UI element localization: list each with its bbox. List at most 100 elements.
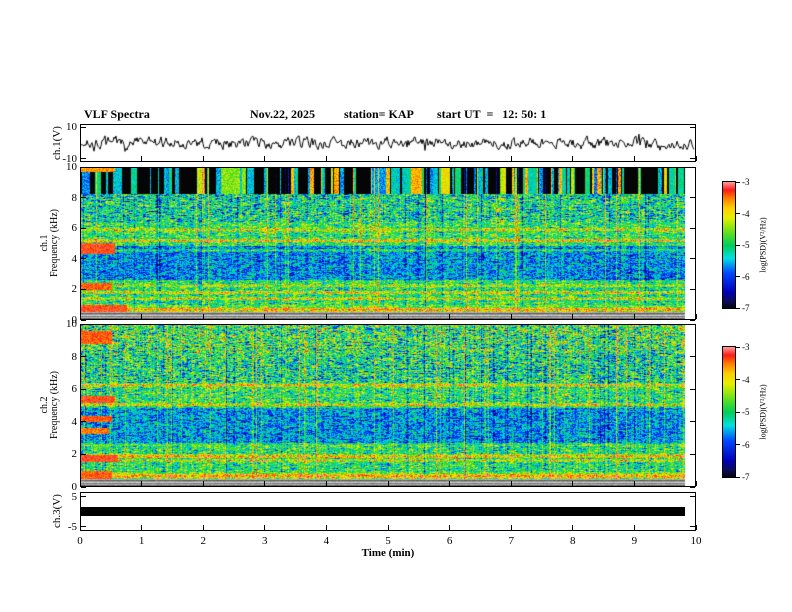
ch1-frequency-axis-label: ch.1 Frequency (kHz) xyxy=(39,208,60,278)
y-tick-label: 10 xyxy=(66,161,77,173)
y-tick-label: -10 xyxy=(62,152,77,165)
y-tick-mark xyxy=(690,421,695,423)
ch1-waveform-panel xyxy=(80,124,696,162)
x-tick-mark xyxy=(79,481,81,486)
y-tick-mark xyxy=(690,526,695,527)
colorbar-tick-label: -5 xyxy=(742,240,750,250)
y-tick-mark xyxy=(690,486,695,488)
x-tick-mark xyxy=(510,481,512,486)
x-tick-label: 4 xyxy=(323,535,330,547)
y-tick-mark xyxy=(81,158,86,160)
y-tick-mark xyxy=(81,323,86,325)
y-tick-mark xyxy=(690,227,695,229)
x-tick-mark xyxy=(510,525,512,530)
y-tick-label: 10 xyxy=(66,318,77,330)
x-tick-mark xyxy=(141,314,143,319)
y-tick-mark xyxy=(81,197,86,199)
x-tick-mark xyxy=(449,481,451,486)
colorbar-tick-label: -4 xyxy=(742,208,750,219)
y-tick-mark xyxy=(690,323,695,325)
ch1-colorbar xyxy=(722,181,736,309)
x-tick-mark xyxy=(202,314,204,319)
x-tick-mark xyxy=(449,525,451,530)
ch2-colorbar xyxy=(722,346,736,478)
x-tick-mark xyxy=(325,525,327,530)
x-tick-mark xyxy=(695,525,697,530)
y-tick-label: 0 xyxy=(71,481,78,493)
x-axis-label: Time (min) xyxy=(361,547,415,559)
y-tick-label: 6 xyxy=(71,383,78,396)
y-tick-mark xyxy=(690,388,695,390)
x-tick-mark xyxy=(695,314,697,319)
colorbar-tick-label: -4 xyxy=(742,374,750,385)
colorbar-tick-label: -3 xyxy=(742,177,750,187)
x-tick-label: 9 xyxy=(631,535,638,547)
y-tick-mark xyxy=(81,166,86,168)
colorbar-tick-mark xyxy=(736,476,740,478)
colorbar-tick-mark xyxy=(736,181,740,183)
y-tick-label: 8 xyxy=(71,350,78,363)
x-tick-label: 3 xyxy=(262,535,268,547)
colorbar-tick-label: -7 xyxy=(742,472,750,482)
y-tick-mark xyxy=(690,288,695,290)
colorbar-tick-label: -5 xyxy=(742,407,750,417)
x-tick-mark xyxy=(449,156,451,161)
colorbar-tick-mark xyxy=(736,276,740,277)
colorbar-tick-mark xyxy=(736,444,740,445)
ch1-spectrogram-canvas xyxy=(81,168,695,319)
y-tick-label: 2 xyxy=(71,283,78,296)
ch1-axis-frequency-label: Frequency (kHz) xyxy=(49,208,60,278)
x-tick-mark xyxy=(325,314,327,319)
x-tick-mark xyxy=(633,481,635,486)
ch1-colorbar-label: log(PSD)(V²/Hz) xyxy=(758,217,768,273)
ch2-spectrogram-panel xyxy=(80,324,696,487)
x-tick-mark xyxy=(633,314,635,319)
x-tick-mark xyxy=(695,156,697,161)
y-tick-mark xyxy=(690,356,695,358)
x-tick-mark xyxy=(387,525,389,530)
x-tick-mark xyxy=(387,314,389,319)
x-tick-label: 1 xyxy=(138,535,145,547)
y-tick-mark xyxy=(690,158,695,160)
y-tick-mark xyxy=(81,388,86,390)
x-tick-mark xyxy=(510,156,512,161)
colorbar-tick-mark xyxy=(736,307,740,309)
y-tick-label: 4 xyxy=(71,415,78,428)
x-tick-mark xyxy=(572,525,574,530)
y-tick-mark xyxy=(690,319,695,321)
x-tick-mark xyxy=(79,156,81,161)
x-tick-mark xyxy=(387,481,389,486)
x-tick-mark xyxy=(141,525,143,530)
y-tick-mark xyxy=(690,166,695,168)
ch1-colorbar-canvas xyxy=(723,182,735,308)
plot-start-ut: start UT = 12: 50: 1 xyxy=(437,107,547,121)
x-tick-mark xyxy=(633,525,635,530)
x-tick-label: 5 xyxy=(385,535,391,547)
x-tick-mark xyxy=(387,156,389,161)
colorbar-tick-mark xyxy=(736,213,740,214)
y-tick-mark xyxy=(81,356,86,358)
y-tick-mark xyxy=(690,496,695,497)
colorbar-tick-label: -6 xyxy=(742,271,750,282)
x-tick-mark xyxy=(264,156,266,161)
y-tick-label: 8 xyxy=(71,191,78,204)
y-tick-label: 10 xyxy=(66,121,77,134)
y-tick-mark xyxy=(81,421,86,423)
plot-date: Nov.22, 2025 xyxy=(250,107,316,121)
y-tick-mark xyxy=(690,453,695,455)
y-tick-label: 4 xyxy=(71,252,78,265)
y-tick-label: 6 xyxy=(71,222,78,235)
y-tick-mark xyxy=(81,126,86,128)
ch3-signal-bar xyxy=(81,507,685,516)
x-tick-mark xyxy=(572,481,574,486)
y-tick-mark xyxy=(81,258,86,260)
x-tick-label: 10 xyxy=(690,535,702,547)
ch2-colorbar-label: log(PSD)(V²/Hz) xyxy=(758,384,768,440)
x-tick-mark xyxy=(695,481,697,486)
x-tick-label: 7 xyxy=(508,535,514,547)
x-tick-mark xyxy=(449,314,451,319)
y-tick-label: -5 xyxy=(67,520,77,533)
ch1-voltage-axis-label: ch.1(V) xyxy=(51,126,63,160)
x-tick-label: 2 xyxy=(200,535,206,547)
